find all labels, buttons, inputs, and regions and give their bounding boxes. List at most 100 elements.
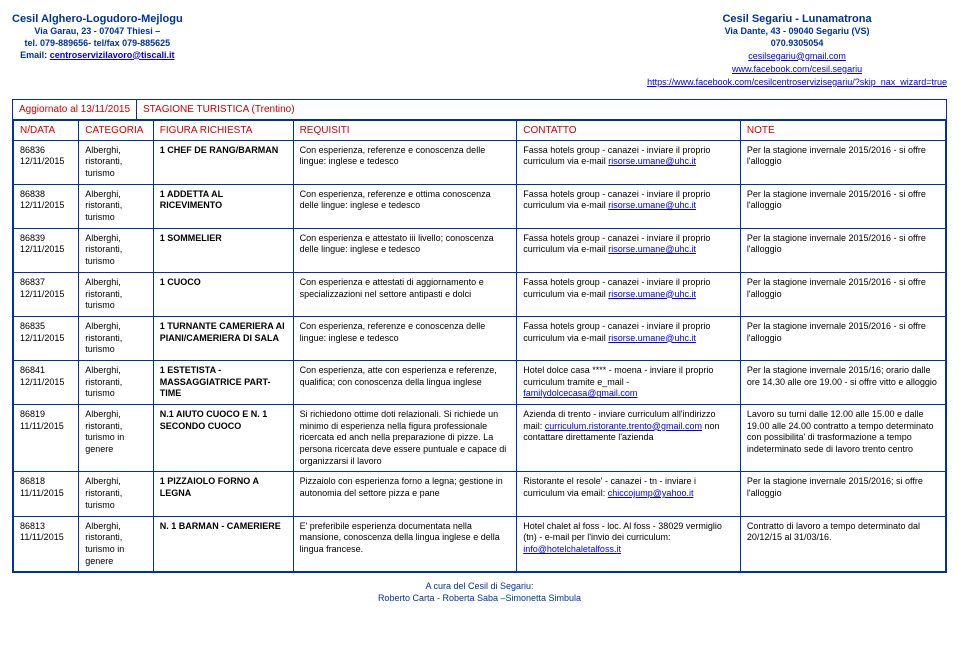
job-date: 11/11/2015 bbox=[20, 421, 64, 431]
table-row: 8683912/11/2015Alberghi, ristoranti, tur… bbox=[14, 228, 946, 272]
cell-note: Per la stagione invernale 2015/2016 - si… bbox=[740, 140, 945, 184]
cell-contatto: Fassa hotels group - canazei - inviare i… bbox=[517, 272, 741, 316]
cell-ndata: 8683612/11/2015 bbox=[14, 140, 79, 184]
cell-contatto: Azienda di trento - inviare curriculum a… bbox=[517, 405, 741, 472]
cell-note: Per la stagione invernale 2015/2016; si … bbox=[740, 472, 945, 516]
footer-line1: A cura del Cesil di Segariu: bbox=[12, 581, 947, 593]
header-left-email-label: Email: bbox=[20, 50, 50, 60]
job-number: 86841 bbox=[20, 365, 45, 375]
header-left-line2: tel. 079-889656- tel/fax 079-885625 bbox=[12, 38, 183, 50]
header-right-link2[interactable]: www.facebook.com/cesil.segariu bbox=[732, 64, 862, 74]
cell-ndata: 8683912/11/2015 bbox=[14, 228, 79, 272]
cell-categoria: Alberghi, ristoranti, turismo bbox=[79, 272, 154, 316]
job-date: 11/11/2015 bbox=[20, 532, 64, 542]
cell-requisiti: Con esperienza, referenze e conoscenza d… bbox=[293, 140, 517, 184]
cell-requisiti: Con esperienza, atte con esperienza e re… bbox=[293, 360, 517, 404]
table-row: 8683812/11/2015Alberghi, ristoranti, tur… bbox=[14, 184, 946, 228]
job-date: 12/11/2015 bbox=[20, 156, 64, 166]
col-figura: FIGURA RICHIESTA bbox=[153, 120, 293, 140]
contact-email-link[interactable]: risorse.umane@uhc.it bbox=[608, 156, 696, 166]
header-right-link3[interactable]: https://www.facebook.com/cesilcentroserv… bbox=[647, 77, 947, 87]
update-season: STAGIONE TURISTICA (Trentino) bbox=[137, 100, 946, 119]
cell-note: Per la stagione invernale 2015/16; orari… bbox=[740, 360, 945, 404]
cell-contatto: Fassa hotels group - canazei - inviare i… bbox=[517, 228, 741, 272]
header-right-link1[interactable]: cesilsegariu@gmail.com bbox=[748, 51, 846, 61]
job-date: 12/11/2015 bbox=[20, 377, 64, 387]
header-left-title: Cesil Alghero-Logudoro-Mejlogu bbox=[12, 12, 183, 26]
table-row: 86818 11/11/2015 Alberghi, ristoranti, tur… bbox=[14, 472, 946, 516]
cell-figura: 1 SOMMELIER bbox=[153, 228, 293, 272]
job-number: 86837 bbox=[20, 277, 45, 287]
contact-email-link[interactable]: risorse.umane@uhc.it bbox=[608, 200, 696, 210]
cell-note: Lavoro su turni dalle 12.00 alle 15.00 e… bbox=[740, 405, 945, 472]
cell-figura: 1 TURNANTE CAMERIERA AI PIANI/CAMERIERA … bbox=[153, 316, 293, 360]
footer-line2: Roberto Carta - Roberta Saba –Simonetta … bbox=[12, 593, 947, 605]
cell-requisiti: Pizzaiolo con esperienza forno a legna; … bbox=[293, 472, 517, 516]
cell-requisiti: Con esperienza e attestato iii livello; … bbox=[293, 228, 517, 272]
content-box: Aggiornato al 13/11/2015 STAGIONE TURIST… bbox=[12, 99, 947, 574]
cell-categoria: Alberghi, ristoranti, turismo bbox=[79, 472, 154, 516]
job-number: 86813 bbox=[20, 521, 45, 531]
cell-note: Contratto di lavoro a tempo determinato … bbox=[740, 516, 945, 572]
update-row: Aggiornato al 13/11/2015 STAGIONE TURIST… bbox=[13, 100, 946, 120]
job-number: 86818 bbox=[20, 476, 45, 486]
cell-ndata: 86818 11/11/2015 bbox=[14, 472, 79, 516]
cell-categoria: Alberghi, ristoranti, turismo bbox=[79, 316, 154, 360]
cell-ndata: 8683812/11/2015 bbox=[14, 184, 79, 228]
cell-requisiti: Con esperienza, referenze e conoscenza d… bbox=[293, 316, 517, 360]
job-date: 12/11/2015 bbox=[20, 244, 64, 254]
cell-ndata: 8681311/11/2015 bbox=[14, 516, 79, 572]
cell-figura: 1 CUOCO bbox=[153, 272, 293, 316]
cell-requisiti: Si richiedono ottime doti relazionali. S… bbox=[293, 405, 517, 472]
table-row: 8681911/11/2015Alberghi, ristoranti, tur… bbox=[14, 405, 946, 472]
header-right-line2: 070.9305054 bbox=[647, 38, 947, 50]
cell-contatto: Fassa hotels group - canazei - inviare i… bbox=[517, 184, 741, 228]
job-number: 86838 bbox=[20, 189, 45, 199]
cell-figura: N.1 AIUTO CUOCO E N. 1 SECONDO CUOCO bbox=[153, 405, 293, 472]
contact-email-link[interactable]: info@hotelchaletalfoss.it bbox=[523, 544, 621, 554]
update-date: Aggiornato al 13/11/2015 bbox=[13, 100, 137, 119]
contact-email-link[interactable]: chiccojump@yahoo.it bbox=[608, 488, 694, 498]
table-header-row: N/DATA CATEGORIA FIGURA RICHIESTA REQUIS… bbox=[14, 120, 946, 140]
contact-email-link[interactable]: curriculum.ristorante.trento@gmail.com bbox=[545, 421, 702, 431]
cell-figura: 1 PIZZAIOLO FORNO A LEGNA bbox=[153, 472, 293, 516]
contact-email-link[interactable]: risorse.umane@uhc.it bbox=[608, 289, 696, 299]
cell-contatto: Hotel dolce casa **** - moena - inviare … bbox=[517, 360, 741, 404]
table-row: 8683712/11/2015Alberghi, ristoranti, tur… bbox=[14, 272, 946, 316]
cell-requisiti: E' preferibile esperienza documentata ne… bbox=[293, 516, 517, 572]
job-date: 11/11/2015 bbox=[20, 488, 64, 498]
contact-email-link[interactable]: familydolcecasa@gmail.com bbox=[523, 388, 637, 398]
footer: A cura del Cesil di Segariu: Roberto Car… bbox=[12, 581, 947, 604]
cell-ndata: 8681911/11/2015 bbox=[14, 405, 79, 472]
header-right-title: Cesil Segariu - Lunamatrona bbox=[647, 12, 947, 26]
cell-contatto: Fassa hotels group - canazei - inviare i… bbox=[517, 140, 741, 184]
cell-ndata: 86841 12/11/2015 bbox=[14, 360, 79, 404]
job-number: 86835 bbox=[20, 321, 45, 331]
table-row: 8683612/11/2015Alberghi, ristoranti, tur… bbox=[14, 140, 946, 184]
cell-categoria: Alberghi, ristoranti, turismo in genere bbox=[79, 516, 154, 572]
cell-categoria: Alberghi, ristoranti, turismo bbox=[79, 360, 154, 404]
cell-figura: 1 ADDETTA AL RICEVIMENTO bbox=[153, 184, 293, 228]
header-row: Cesil Alghero-Logudoro-Mejlogu Via Garau… bbox=[12, 12, 947, 89]
header-left-email-link[interactable]: centroservizilavoro@tiscali.it bbox=[50, 50, 175, 60]
cell-categoria: Alberghi, ristoranti, turismo in genere bbox=[79, 405, 154, 472]
cell-figura: 1 ESTETISTA - MASSAGGIATRICE PART-TIME bbox=[153, 360, 293, 404]
col-note: NOTE bbox=[740, 120, 945, 140]
table-row: 86841 12/11/2015 Alberghi, ristoranti, tur… bbox=[14, 360, 946, 404]
cell-requisiti: Con esperienza, referenze e ottima conos… bbox=[293, 184, 517, 228]
contact-email-link[interactable]: risorse.umane@uhc.it bbox=[608, 244, 696, 254]
job-table: N/DATA CATEGORIA FIGURA RICHIESTA REQUIS… bbox=[13, 120, 946, 573]
cell-contatto: Hotel chalet al foss - loc. Al foss - 38… bbox=[517, 516, 741, 572]
cell-contatto: Ristorante el resole' - canazei - tn - i… bbox=[517, 472, 741, 516]
cell-categoria: Alberghi, ristoranti, turismo bbox=[79, 140, 154, 184]
col-requisiti: REQUISITI bbox=[293, 120, 517, 140]
cell-note: Per la stagione invernale 2015/2016 - si… bbox=[740, 316, 945, 360]
cell-note: Per la stagione invernale 2015/2016 - si… bbox=[740, 272, 945, 316]
cell-categoria: Alberghi, ristoranti, turismo bbox=[79, 184, 154, 228]
contact-email-link[interactable]: risorse.umane@uhc.it bbox=[608, 333, 696, 343]
job-date: 12/11/2015 bbox=[20, 200, 64, 210]
cell-note: Per la stagione invernale 2015/2016 - si… bbox=[740, 184, 945, 228]
job-number: 86839 bbox=[20, 233, 45, 243]
header-left-email-wrap: Email: centroservizilavoro@tiscali.it bbox=[12, 50, 183, 62]
header-right-line1: Via Dante, 43 - 09040 Segariu (VS) bbox=[647, 26, 947, 38]
